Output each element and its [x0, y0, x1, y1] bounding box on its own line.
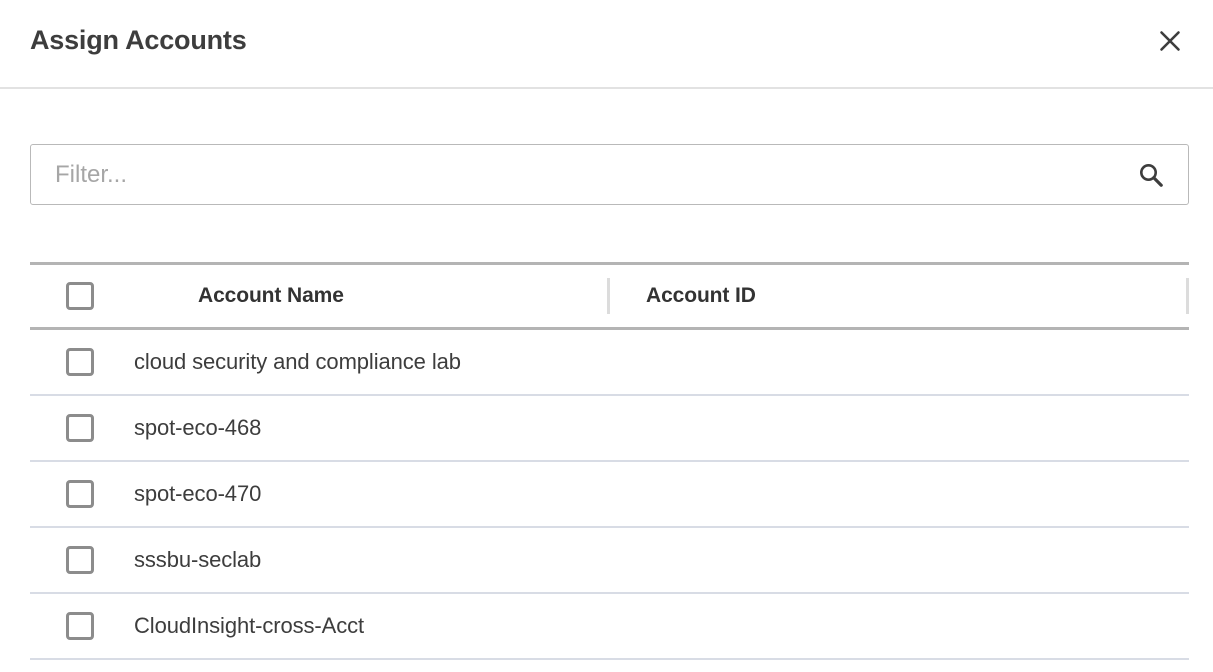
cell-account-name: sssbu-seclab — [134, 547, 262, 572]
column-resize-handle-account-name[interactable] — [607, 278, 610, 314]
row-checkbox[interactable] — [66, 348, 94, 376]
table-row[interactable]: spot-eco-468 — [30, 396, 1189, 462]
column-resize-handle-account-id[interactable] — [1186, 278, 1189, 314]
column-header-account-id[interactable]: Account ID — [607, 278, 1189, 314]
column-header-label-account-id: Account ID — [646, 284, 756, 307]
cell-account-name: spot-eco-468 — [134, 415, 262, 440]
row-checkbox[interactable] — [66, 480, 94, 508]
close-button[interactable] — [1149, 20, 1191, 62]
filter-field[interactable] — [30, 144, 1189, 205]
column-header-label-account-name: Account Name — [198, 284, 344, 307]
table-row[interactable]: sssbu-seclab — [30, 528, 1189, 594]
accounts-table: Account Name Account ID cloud security a… — [30, 262, 1189, 660]
cell-account-name: spot-eco-470 — [134, 481, 262, 506]
row-checkbox[interactable] — [66, 414, 94, 442]
column-header-account-name[interactable]: Account Name — [30, 282, 607, 310]
cell-account-name: CloudInsight-cross-Acct — [134, 613, 365, 638]
table-row[interactable]: CloudInsight-cross-Acct — [30, 594, 1189, 660]
table-row[interactable]: spot-eco-470 — [30, 462, 1189, 528]
search-icon[interactable] — [1136, 160, 1166, 190]
row-checkbox[interactable] — [66, 546, 94, 574]
page-title: Assign Accounts — [30, 25, 247, 55]
close-icon — [1157, 28, 1183, 54]
table-row[interactable]: cloud security and compliance lab — [30, 330, 1189, 396]
select-all-checkbox[interactable] — [66, 282, 94, 310]
table-header-row: Account Name Account ID — [30, 262, 1189, 330]
row-checkbox[interactable] — [66, 612, 94, 640]
search-input[interactable] — [31, 145, 1131, 204]
dialog-header: Assign Accounts — [0, 0, 1213, 89]
cell-account-name: cloud security and compliance lab — [134, 349, 461, 374]
